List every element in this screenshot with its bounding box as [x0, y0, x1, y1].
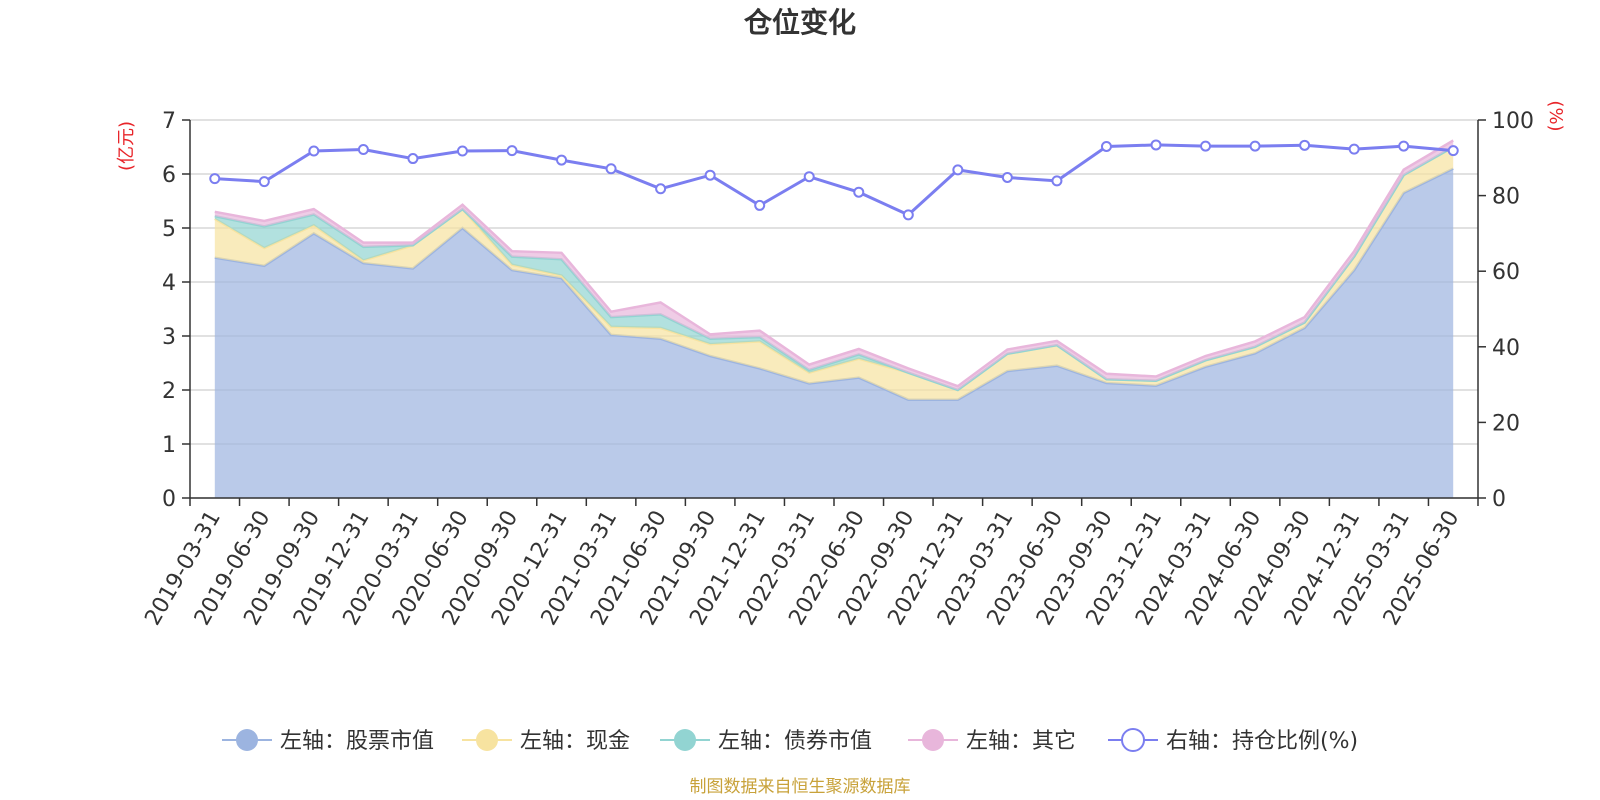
left-axis-tick-label: 6 — [162, 163, 176, 188]
ratio-point — [902, 209, 914, 221]
legend-item: 左轴：债券市值 — [660, 729, 872, 754]
legend-marker — [236, 729, 258, 751]
legend-marker — [476, 729, 498, 751]
legend-item: 左轴：其它 — [908, 729, 1076, 754]
legend-marker — [922, 729, 944, 751]
ratio-point — [209, 173, 221, 185]
ratio-point — [556, 154, 568, 166]
ratio-point — [258, 176, 270, 188]
left-axis-tick-label: 3 — [162, 325, 176, 350]
ratio-point — [605, 163, 617, 175]
legend-item: 左轴：现金 — [462, 729, 630, 754]
ratio-point — [1051, 175, 1063, 187]
left-axis-tick-label: 0 — [162, 487, 176, 512]
legend: 左轴：股票市值 左轴：现金 左轴：债券市值 左轴：其它 右轴：持仓比例(%) — [222, 728, 1358, 754]
ratio-point — [803, 171, 815, 183]
ratio-point — [456, 145, 468, 157]
ratio-point — [1447, 145, 1459, 157]
right-axis-tick-label: 100 — [1492, 109, 1534, 134]
area-series-0 — [214, 168, 1454, 498]
legend-label: 左轴：股票市值 — [280, 729, 434, 754]
right-axis-tick-label: 80 — [1492, 185, 1520, 210]
left-axis-tick-label: 1 — [162, 433, 176, 458]
ratio-point — [1150, 139, 1162, 151]
stacked-areas — [214, 139, 1454, 498]
ratio-point — [1200, 140, 1212, 152]
legend-marker — [674, 729, 696, 751]
ratio-point — [1001, 171, 1013, 183]
legend-label: 左轴：现金 — [520, 729, 630, 754]
right-axis-tick-label: 40 — [1492, 336, 1520, 361]
left-axis-unit: (亿元) — [116, 121, 137, 171]
ratio-point — [407, 153, 419, 165]
legend-label: 左轴：其它 — [966, 729, 1076, 754]
legend-item: 左轴：股票市值 — [222, 729, 434, 754]
ratio-line-path — [214, 143, 1454, 217]
chart-title: 仓位变化 — [744, 6, 856, 39]
legend-item: 右轴：持仓比例(%) — [1108, 728, 1358, 754]
legend-label: 左轴：债券市值 — [718, 729, 872, 754]
ratio-point — [506, 145, 518, 157]
ratio-point — [308, 145, 320, 157]
ratio-point — [655, 183, 667, 195]
right-axis-tick-label: 60 — [1492, 260, 1520, 285]
ratio-point — [754, 199, 766, 211]
area-series-edge-3 — [214, 139, 1454, 388]
ratio-point — [1100, 140, 1112, 152]
right-axis-tick-label: 0 — [1492, 487, 1506, 512]
left-axis-tick-label: 7 — [162, 109, 176, 134]
left-axis-tick-label: 2 — [162, 379, 176, 404]
right-axis-tick-label: 20 — [1492, 411, 1520, 436]
ratio-point — [1249, 140, 1261, 152]
ratio-point — [952, 164, 964, 176]
ratio-point — [357, 143, 369, 155]
ratio-point — [1398, 140, 1410, 152]
left-axis-tick-label: 5 — [162, 217, 176, 242]
right-axis-unit: (%) — [1545, 100, 1566, 131]
ratio-line — [209, 139, 1459, 221]
ratio-point — [853, 186, 865, 198]
ratio-point — [1348, 143, 1360, 155]
left-axis-tick-label: 4 — [162, 271, 176, 296]
ratio-point — [1299, 139, 1311, 151]
legend-marker — [1121, 728, 1145, 752]
legend-label: 右轴：持仓比例(%) — [1166, 729, 1358, 754]
ratio-point — [704, 169, 716, 181]
data-source-note: 制图数据来自恒生聚源数据库 — [690, 777, 911, 797]
